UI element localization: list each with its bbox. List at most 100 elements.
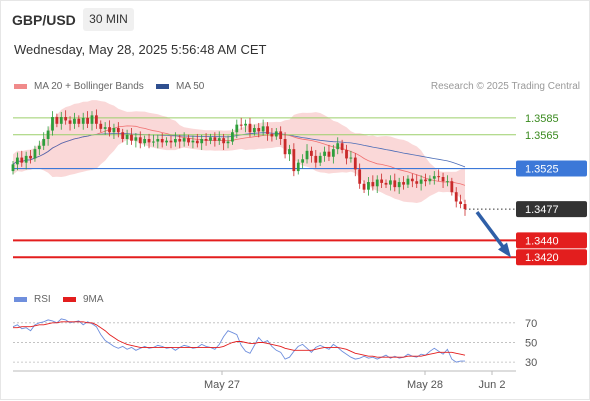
level-label-last: 1.3477	[516, 201, 587, 218]
candle-body	[138, 137, 142, 144]
candle-body	[77, 118, 81, 124]
candle-body	[327, 151, 331, 157]
candle-body	[103, 127, 107, 129]
candle-body	[191, 140, 195, 143]
rsi-9ma-line	[13, 321, 466, 358]
candle-body	[450, 181, 454, 193]
rsi-swatch	[14, 296, 27, 302]
level-label-text: 1.3440	[525, 235, 559, 247]
candle-body	[353, 157, 357, 170]
candle-body	[336, 143, 340, 150]
candle-body	[388, 180, 392, 185]
symbol-title: GBP/USD	[12, 12, 76, 28]
candle-body	[292, 149, 296, 172]
candle-body	[270, 133, 274, 137]
candle-body	[437, 176, 441, 178]
candle-body	[99, 123, 103, 129]
candle-body	[349, 157, 353, 159]
candle-body	[94, 115, 98, 124]
candle-body	[375, 179, 379, 187]
candle-body	[213, 137, 217, 141]
candle-body	[362, 183, 366, 190]
level-label-box	[516, 160, 587, 177]
legend-ma20: MA 20 + Bollinger Bands	[14, 81, 144, 92]
candle-body	[55, 117, 59, 124]
candle-body	[42, 139, 46, 146]
rsi-tick-label: 50	[525, 337, 537, 349]
candle-body	[64, 117, 68, 121]
level-label-resistance: 1.3585	[525, 113, 559, 125]
timeframe-button[interactable]: 30 MIN	[83, 8, 134, 31]
candle-body	[226, 141, 230, 144]
candle-body	[121, 132, 125, 139]
candle-body	[301, 159, 305, 163]
candle-body	[393, 180, 397, 188]
candle-body	[125, 134, 129, 139]
candle-body	[419, 179, 423, 184]
candle-body	[459, 201, 463, 205]
legend-rsi-label: RSI	[34, 294, 51, 305]
candle-body	[187, 138, 190, 143]
candle-body	[397, 182, 401, 188]
ma20-swatch	[14, 83, 27, 89]
candle-body	[134, 137, 138, 141]
candle-body	[283, 139, 287, 155]
candle-body	[252, 128, 256, 133]
candle-body	[165, 140, 168, 143]
level-label-box	[516, 232, 587, 249]
candle-body	[37, 145, 41, 150]
candles	[11, 109, 467, 216]
candle-body	[296, 162, 300, 172]
candle-body	[59, 117, 63, 124]
candle-body	[112, 128, 116, 133]
legend-rsi: RSI	[14, 294, 51, 305]
candle-body	[410, 178, 414, 182]
candle-body	[15, 157, 19, 165]
level-label-text: 1.3477	[525, 204, 559, 216]
candle-body	[279, 131, 283, 139]
candle-body	[454, 192, 458, 202]
candle-body	[204, 139, 208, 141]
level-label-resistance: 1.3565	[525, 130, 559, 142]
candle-body	[331, 149, 335, 157]
level-label-text: 1.3420	[525, 252, 559, 264]
candle-body	[86, 117, 90, 124]
level-label-box	[516, 249, 587, 266]
candle-body	[169, 140, 173, 143]
candle-body	[358, 169, 362, 184]
legend-9ma: 9MA	[63, 294, 104, 305]
candle-body	[152, 141, 155, 143]
legend-ma20-label: MA 20 + Bollinger Bands	[34, 81, 144, 92]
candle-body	[424, 179, 427, 182]
candle-body	[235, 124, 239, 133]
candle-body	[415, 181, 419, 184]
candle-body	[446, 181, 449, 183]
candle-body	[261, 126, 265, 132]
candle-body	[406, 178, 410, 185]
rsi-tick-label: 70	[525, 318, 537, 330]
candle-body	[384, 182, 388, 185]
candle-body	[116, 128, 120, 133]
candle-body	[200, 139, 204, 144]
candle-body	[33, 149, 37, 159]
candle-body	[371, 182, 375, 187]
candle-body	[81, 117, 85, 124]
legend-ma50-label: MA 50	[176, 81, 205, 92]
candle-body	[143, 139, 147, 144]
candle-body	[463, 204, 467, 210]
candle-body	[274, 131, 278, 137]
candle-body	[432, 176, 436, 179]
candle-body	[217, 138, 221, 141]
candle-body	[248, 123, 252, 133]
level-label-support: 1.3440	[516, 232, 587, 249]
forecast-arrowhead	[498, 242, 511, 258]
ma50-swatch	[156, 83, 169, 89]
candle-body	[323, 151, 326, 156]
x-tick-label: Jun 2	[479, 379, 506, 391]
level-label-text: 1.3585	[525, 113, 559, 125]
candle-body	[160, 139, 164, 143]
legend-9ma-label: 9MA	[83, 294, 104, 305]
level-label-support: 1.3420	[516, 249, 587, 266]
candle-body	[156, 139, 160, 142]
